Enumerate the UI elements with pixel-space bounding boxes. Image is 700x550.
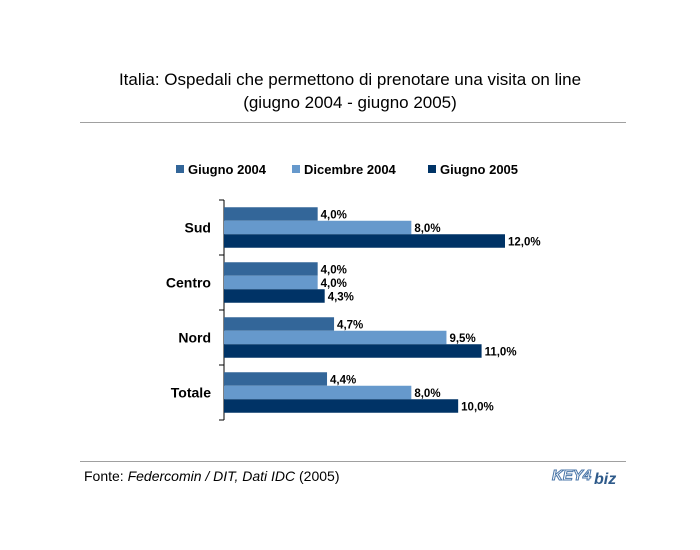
- bar-sud-series-1: [224, 207, 318, 221]
- data-label-sud-series-3: 12,0%: [508, 236, 541, 248]
- top-divider: [80, 122, 626, 123]
- bar-centro-series-2: [224, 275, 318, 290]
- title-line-1: Italia: Ospedali che permettono di preno…: [118, 70, 582, 89]
- legend-label-2: Dicembre 2004: [304, 162, 397, 177]
- bar-totale-series-3: [224, 399, 459, 413]
- data-label-nord-series-1: 4,7%: [337, 319, 363, 331]
- legend-label-1: Giugno 2004: [188, 162, 267, 177]
- chart-title: Italia: Ospedali che permettono di preno…: [0, 68, 700, 114]
- data-label-centro-series-3: 4,3%: [328, 291, 354, 303]
- bar-sud-series-2: [224, 220, 412, 235]
- bar-centro-series-3: [224, 289, 325, 303]
- data-label-totale-series-1: 4,4%: [330, 374, 356, 386]
- data-label-nord-series-2: 9,5%: [449, 333, 475, 345]
- key4biz-logo: KEY4 biz: [552, 467, 617, 489]
- legend-label-3: Giugno 2005: [440, 162, 518, 177]
- source-note: Fonte: Federcomin / DIT, Dati IDC (2005): [84, 468, 339, 484]
- data-label-sud-series-1: 4,0%: [321, 209, 347, 221]
- bar-nord-series-2: [224, 330, 447, 345]
- source-year: (2005): [295, 468, 340, 484]
- bar-totale-series-2: [224, 385, 412, 400]
- data-label-centro-series-2: 4,0%: [321, 278, 347, 290]
- logo-text-key4: KEY4: [552, 467, 592, 484]
- bar-nord-series-1: [224, 317, 335, 331]
- source-prefix: Fonte:: [84, 468, 128, 484]
- bottom-divider: [80, 461, 626, 462]
- bar-totale-series-1: [224, 372, 328, 386]
- legend-swatch-3: [428, 165, 436, 173]
- data-label-totale-series-2: 8,0%: [414, 388, 440, 400]
- logo-text-biz: biz: [594, 471, 616, 488]
- bar-sud-series-3: [224, 234, 505, 248]
- bar-centro-series-1: [224, 262, 318, 276]
- data-label-sud-series-2: 8,0%: [414, 223, 440, 235]
- title-line-2: (giugno 2004 - giugno 2005): [243, 93, 457, 112]
- bar-nord-series-3: [224, 344, 482, 358]
- data-label-centro-series-1: 4,0%: [321, 264, 347, 276]
- source-name: Federcomin / DIT, Dati IDC: [127, 468, 296, 484]
- category-label-sud: Sud: [185, 220, 211, 236]
- legend-swatch-1: [176, 165, 184, 173]
- bar-chart: Giugno 2004 Dicembre 2004 Giugno 2005 Sud 4,…: [166, 162, 541, 421]
- category-label-nord: Nord: [178, 330, 211, 346]
- category-label-centro: Centro: [166, 275, 211, 291]
- category-label-totale: Totale: [171, 385, 211, 401]
- data-label-totale-series-3: 10,0%: [461, 401, 494, 413]
- legend-swatch-2: [292, 165, 300, 173]
- data-label-nord-series-3: 11,0%: [485, 346, 517, 358]
